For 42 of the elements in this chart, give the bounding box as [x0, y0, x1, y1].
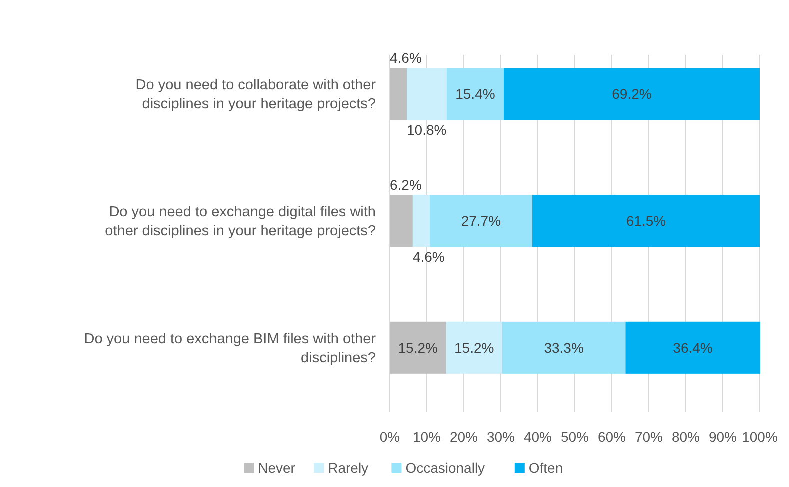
y-tick-label: Do you need to collaborate with other disciplines in your heritage projects?	[136, 78, 376, 113]
y-tick-label: Do you need to exchange digital files with other disciplines in your heritage projects?	[105, 204, 376, 240]
bar	[407, 68, 447, 120]
legend-label: Never	[258, 460, 296, 476]
bar	[390, 322, 446, 374]
data-label: 15.2%	[398, 340, 438, 356]
legend-label: Often	[528, 460, 564, 476]
bar	[532, 194, 760, 248]
x-tick-label: 30%	[486, 429, 516, 445]
legend-label: Occasionally	[406, 460, 486, 476]
bar	[390, 194, 413, 248]
x-tick-label: 20%	[450, 429, 478, 445]
x-tick-label: 10%	[412, 429, 442, 445]
data-label: 4.6%	[390, 50, 422, 66]
x-tick-label: 70%	[634, 429, 664, 445]
x-tick-label: 60%	[598, 429, 626, 445]
bar	[446, 68, 504, 120]
data-label: 36.4%	[673, 340, 713, 356]
x-tick-label: 80%	[672, 429, 700, 445]
x-tick-label: 0%	[380, 429, 400, 445]
bar	[446, 322, 502, 374]
x-tick-label: 40%	[524, 429, 552, 445]
bar	[626, 322, 760, 374]
bar	[390, 68, 408, 120]
bar	[430, 194, 532, 248]
data-label: 15.2%	[454, 340, 494, 356]
x-tick-label: 100%	[742, 429, 778, 445]
legend-label: Rarely	[328, 460, 369, 476]
data-label: 33.3%	[544, 340, 584, 356]
bar	[504, 68, 760, 120]
data-label: 4.6%	[412, 249, 445, 266]
data-label: 61.5%	[626, 213, 666, 229]
data-label: 10.8%	[407, 122, 447, 138]
data-label: 6.2%	[390, 176, 422, 193]
x-tick-label: 50%	[560, 429, 590, 445]
data-label: 69.2%	[612, 86, 652, 102]
bar	[502, 322, 626, 374]
y-tick-label: Do you need to exchange BIM files with other disciplines?	[84, 331, 376, 366]
data-label: 15.4%	[456, 86, 496, 102]
x-tick-label: 90%	[708, 429, 738, 445]
bar	[412, 194, 430, 248]
data-label: 27.7%	[461, 213, 502, 229]
